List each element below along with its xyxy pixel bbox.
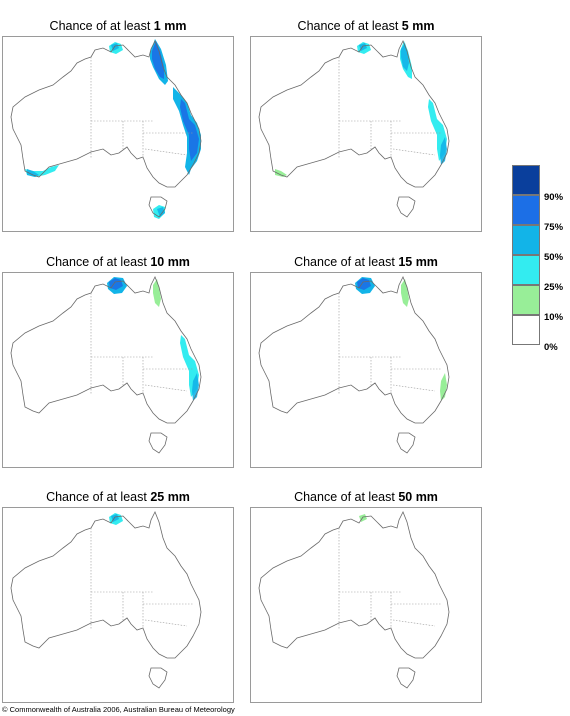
rain-core-southwest [27, 169, 39, 177]
tasmania-outline [148, 667, 168, 689]
tasmania-outline [396, 196, 416, 218]
australia-map-svg [10, 39, 202, 219]
australia-map [250, 272, 482, 468]
panel-title-amount: 25 mm [150, 490, 190, 504]
panel-title: Chance of at least 15 mm [250, 252, 482, 272]
rain-core-east-coast [180, 99, 199, 161]
coastline [258, 40, 450, 188]
australia-map-svg [10, 276, 202, 454]
panel-title: Chance of at least 50 mm [250, 487, 482, 507]
legend-swatch-0 [512, 315, 540, 345]
legend-label-10: 10% [544, 312, 564, 323]
state-border [392, 148, 436, 156]
coastline [10, 511, 202, 659]
panel-title: Chance of at least 1 mm [2, 16, 234, 36]
panel-title-prefix: Chance of at least [294, 255, 395, 269]
rain-core-cape-york [152, 41, 164, 79]
probability-legend: 90% 75% 50% 25% 10% 0% [512, 165, 568, 355]
panel-title: Chance of at least 5 mm [250, 16, 482, 36]
rain-panel: Chance of at least 15 mm [250, 252, 482, 468]
legend-swatch-75 [512, 195, 540, 225]
legend-label-50: 50% [544, 252, 564, 263]
state-border [142, 592, 194, 605]
australia-map [250, 507, 482, 703]
panel-title-amount: 10 mm [150, 255, 190, 269]
legend-swatch-90 [512, 165, 540, 195]
copyright-notice: © Commonwealth of Australia 2006, Austra… [2, 705, 235, 714]
tasmania-outline [396, 667, 416, 689]
rain-core-darwin [357, 278, 371, 290]
rain-region-cape-york [401, 279, 409, 307]
coastline [258, 511, 450, 659]
legend-label-0: 0% [544, 342, 558, 353]
panel-title: Chance of at least 10 mm [2, 252, 234, 272]
panel-title-amount: 15 mm [398, 255, 438, 269]
state-border [144, 619, 188, 627]
state-border [390, 357, 442, 370]
legend-label-75: 75% [544, 222, 564, 233]
state-border [144, 148, 188, 156]
rain-region-east-coast [173, 87, 201, 175]
rain-region-southwest [275, 169, 287, 177]
tasmania-outline [148, 196, 168, 218]
panel-title-prefix: Chance of at least [46, 255, 147, 269]
australia-map-svg [258, 40, 450, 218]
rain-core-cape-york [401, 43, 409, 71]
coastline [10, 276, 202, 424]
legend-label-25: 25% [544, 282, 564, 293]
state-border [390, 592, 442, 605]
panel-title-prefix: Chance of at least [294, 490, 395, 504]
australia-map-svg [10, 511, 202, 689]
panel-title-amount: 5 mm [401, 19, 435, 33]
rain-core-tasmania [157, 207, 165, 217]
coastline [10, 40, 202, 188]
australia-map [2, 507, 234, 703]
panel-title-prefix: Chance of at least [49, 19, 151, 33]
panel-title: Chance of at least 25 mm [2, 487, 234, 507]
australia-map-svg [258, 276, 450, 454]
australia-map [250, 36, 482, 232]
rain-panel: Chance of at least 10 mm [2, 252, 234, 468]
rain-panel: Chance of at least 50 mm [250, 487, 482, 703]
tasmania-outline [148, 432, 168, 454]
rain-core-darwin [109, 278, 123, 290]
tasmania-outline [396, 432, 416, 454]
australia-map [2, 272, 234, 468]
rain-core-east-coast [192, 373, 199, 401]
panel-title-amount: 1 mm [153, 19, 187, 33]
rain-region-cape-york [153, 279, 161, 307]
rain-core-east-coast [440, 137, 447, 165]
coastline [258, 276, 450, 424]
legend-swatch-50 [512, 225, 540, 255]
panel-title-amount: 50 mm [398, 490, 438, 504]
state-border [392, 384, 436, 392]
panel-title-prefix: Chance of at least [297, 19, 399, 33]
rain-region-east-coast [440, 373, 447, 401]
state-border [392, 619, 436, 627]
rain-panel: Chance of at least 25 mm [2, 487, 234, 703]
australia-map-svg [258, 511, 450, 689]
rain-panel: Chance of at least 5 mm [250, 16, 482, 232]
panel-title-prefix: Chance of at least [46, 490, 147, 504]
legend-swatch-25 [512, 255, 540, 285]
australia-map [2, 36, 234, 232]
legend-swatch-10 [512, 285, 540, 315]
rain-panel: Chance of at least 1 mm [2, 16, 234, 232]
state-border [144, 384, 188, 392]
legend-label-90: 90% [544, 192, 564, 203]
